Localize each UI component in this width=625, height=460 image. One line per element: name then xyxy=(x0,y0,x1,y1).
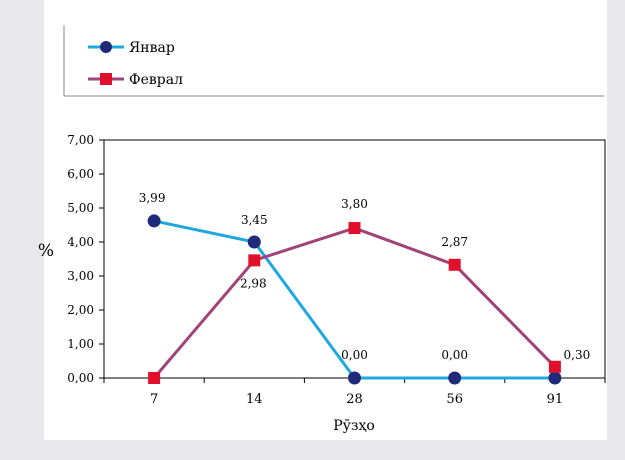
legend-marker-1 xyxy=(100,41,112,53)
legend-label-2: Феврал xyxy=(129,72,183,88)
series-layer xyxy=(147,214,562,385)
x-axis-label: Рӯзҳо xyxy=(333,418,375,434)
x-tick-label: 28 xyxy=(346,392,363,407)
x-tick-label: 7 xyxy=(150,392,158,407)
series-1-point xyxy=(247,235,261,249)
x-tick-label: 56 xyxy=(446,392,463,407)
data-label: 2,98 xyxy=(240,276,267,290)
y-tick-label: 5,00 xyxy=(67,201,94,215)
series-2-point xyxy=(148,372,161,384)
data-label: 0,00 xyxy=(441,348,468,362)
y-tick-label: 2,00 xyxy=(67,303,94,317)
data-label: 2,87 xyxy=(441,235,468,249)
y-tick-label: 3,00 xyxy=(67,269,94,283)
y-tick-label: 6,00 xyxy=(67,167,94,181)
series-2-point xyxy=(448,258,461,271)
series-1-point xyxy=(448,371,462,385)
data-labels-layer: 3,99 3,45 0,00 0,00 2,98 3,80 2,87 0,30 xyxy=(139,191,591,362)
series-2-point xyxy=(548,360,561,373)
x-axis-ticks: 7 14 28 56 91 xyxy=(103,378,606,407)
data-label: 3,99 xyxy=(139,191,166,205)
legend-marker-2 xyxy=(100,73,112,85)
y-tick-label: 1,00 xyxy=(67,337,94,351)
y-axis-ticks: 0,00 1,00 2,00 3,00 4,00 5,00 6,00 7,00 xyxy=(67,133,104,385)
series-2-point xyxy=(348,222,361,235)
legend-label-1: Январ xyxy=(129,40,175,56)
y-axis-label: % xyxy=(38,241,54,261)
data-label: 3,45 xyxy=(241,213,268,227)
series-1-point xyxy=(548,371,562,385)
data-label: 0,00 xyxy=(341,348,368,362)
data-label: 3,80 xyxy=(341,197,368,211)
x-tick-label: 91 xyxy=(547,392,564,407)
series-2-point xyxy=(248,254,261,267)
y-tick-label: 7,00 xyxy=(67,133,94,147)
chart-panel xyxy=(44,0,607,440)
y-tick-label: 0,00 xyxy=(67,371,94,385)
series-1-point xyxy=(348,371,361,385)
legend: Январ Феврал xyxy=(88,40,183,88)
x-tick-label: 14 xyxy=(246,392,263,407)
legend-entry-1: Январ xyxy=(88,40,175,56)
data-label: 0,30 xyxy=(564,348,591,362)
legend-entry-2: Феврал xyxy=(88,72,183,88)
series-1-point xyxy=(147,214,161,228)
y-tick-label: 4,00 xyxy=(67,235,94,249)
